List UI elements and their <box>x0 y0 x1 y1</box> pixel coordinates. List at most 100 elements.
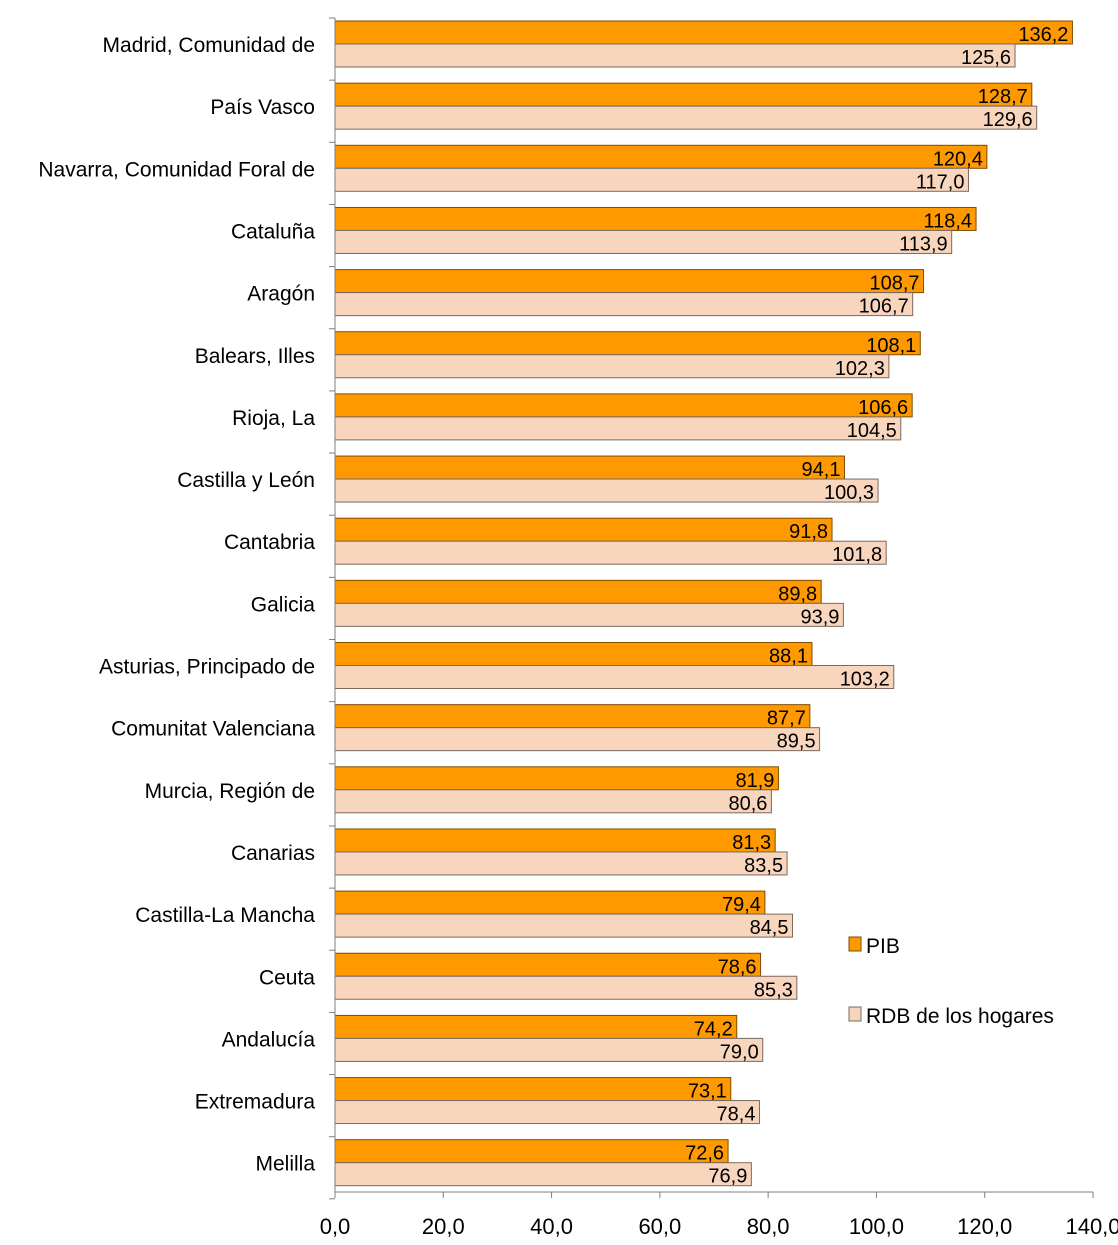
rdb-value-label: 85,3 <box>754 979 793 1001</box>
pib-bar <box>334 517 833 542</box>
rdb-value-label: 125,6 <box>961 47 1011 69</box>
pib-bar <box>334 144 988 169</box>
x-tick-label: 60,0 <box>638 1214 681 1239</box>
pib-bar <box>334 1014 738 1039</box>
rdb-value-label: 102,3 <box>835 358 885 380</box>
rdb-bar <box>334 665 895 689</box>
pib-value-label: 94,1 <box>802 459 841 481</box>
category-label: Rioja, La <box>232 407 315 430</box>
pib-bar <box>334 579 822 604</box>
rdb-bar <box>334 1100 760 1125</box>
pib-bar <box>334 642 813 666</box>
pib-value-label: 128,7 <box>978 86 1028 108</box>
pib-bar <box>334 206 977 231</box>
rdb-bar <box>334 105 1038 130</box>
category-label: Aragón <box>247 283 315 306</box>
pib-value-label: 78,6 <box>718 956 757 978</box>
category-label: Castilla y León <box>177 469 315 492</box>
rdb-bar <box>334 229 953 254</box>
rdb-value-label: 78,4 <box>717 1104 756 1126</box>
rdb-value-label: 76,9 <box>708 1166 747 1188</box>
category-label: Melilla <box>255 1153 315 1176</box>
category-label: Cataluña <box>231 220 315 243</box>
pib-bar <box>334 393 913 418</box>
rdb-bar <box>334 43 1016 68</box>
rdb-value-label: 113,9 <box>899 233 948 255</box>
rdb-bar <box>334 913 794 938</box>
rdb-bar <box>334 354 890 379</box>
pib-bar <box>334 1077 732 1102</box>
pib-bar <box>334 269 925 294</box>
rdb-value-label: 83,5 <box>744 855 783 877</box>
pib-value-label: 120,4 <box>933 148 983 170</box>
category-label: Comunitat Valenciana <box>111 718 315 741</box>
x-tick-label: 140,0 <box>1065 1214 1118 1239</box>
pib-bar <box>334 455 845 480</box>
pib-value-label: 81,3 <box>732 832 771 854</box>
rdb-value-label: 100,3 <box>824 482 874 504</box>
rdb-bar <box>334 851 788 876</box>
pib-value-label: 89,8 <box>778 583 817 605</box>
rdb-value-label: 80,6 <box>728 793 767 815</box>
rdb-bar <box>334 975 798 1000</box>
pib-value-label: 118,4 <box>923 210 972 232</box>
rdb-value-label: 89,5 <box>777 731 816 753</box>
category-label: Galicia <box>251 593 316 616</box>
rdb-value-label: 101,8 <box>832 544 882 566</box>
x-tick-label: 80,0 <box>747 1214 790 1239</box>
rdb-bar <box>334 416 902 441</box>
pib-bar <box>334 331 921 356</box>
pib-bar <box>334 20 1073 45</box>
rdb-bar <box>334 1162 752 1187</box>
category-label: Balears, Illes <box>195 345 315 368</box>
x-tick-label: 20,0 <box>422 1214 465 1239</box>
rdb-bar <box>334 1037 764 1062</box>
rdb-bar <box>334 292 914 317</box>
pib-value-label: 108,1 <box>866 335 916 357</box>
pib-value-label: 73,1 <box>688 1081 727 1103</box>
category-label: País Vasco <box>210 96 315 119</box>
pib-bar <box>334 952 762 977</box>
rdb-value-label: 117,0 <box>916 171 965 193</box>
category-label: Madrid, Comunidad de <box>103 34 315 57</box>
rdb-value-label: 103,2 <box>840 669 890 691</box>
pib-value-label: 87,7 <box>767 708 806 730</box>
rdb-bar <box>334 789 772 814</box>
rdb-bar <box>334 727 821 752</box>
pib-value-label: 136,2 <box>1018 24 1068 46</box>
pib-bar <box>334 704 811 729</box>
category-label: Canarias <box>231 842 315 865</box>
rdb-value-label: 129,6 <box>983 109 1033 131</box>
rdb-value-label: 84,5 <box>750 917 789 939</box>
pib-bar <box>334 890 766 915</box>
rdb-bar <box>334 540 887 565</box>
pib-bar <box>334 766 779 791</box>
category-label: Ceuta <box>259 966 315 989</box>
legend-label-rdb: RDB de los hogares <box>866 1005 1054 1028</box>
pib-value-label: 74,2 <box>694 1018 733 1040</box>
pib-value-label: 81,9 <box>735 770 774 792</box>
rdb-value-label: 104,5 <box>847 420 897 442</box>
rdb-bar <box>334 478 879 503</box>
legend-swatch-pib <box>848 936 862 952</box>
x-tick-label: 100,0 <box>849 1214 904 1239</box>
legend-label-pib: PIB <box>866 935 900 958</box>
pib-bar <box>334 828 776 853</box>
pib-value-label: 72,6 <box>685 1143 724 1165</box>
x-tick-label: 120,0 <box>957 1214 1012 1239</box>
rdb-value-label: 106,7 <box>859 296 909 318</box>
category-label: Cantabria <box>224 531 315 554</box>
category-label: Andalucía <box>222 1028 316 1051</box>
x-tick-label: 0,0 <box>320 1214 351 1239</box>
pib-value-label: 106,6 <box>858 397 908 419</box>
rdb-bar <box>334 602 844 627</box>
category-label: Murcia, Región de <box>145 780 315 803</box>
rdb-bar <box>334 167 969 192</box>
rdb-value-label: 79,0 <box>720 1041 759 1063</box>
pib-value-label: 88,1 <box>769 646 808 668</box>
pib-value-label: 108,7 <box>869 273 919 295</box>
pib-bar <box>334 82 1033 107</box>
rdb-value-label: 93,9 <box>800 606 839 628</box>
